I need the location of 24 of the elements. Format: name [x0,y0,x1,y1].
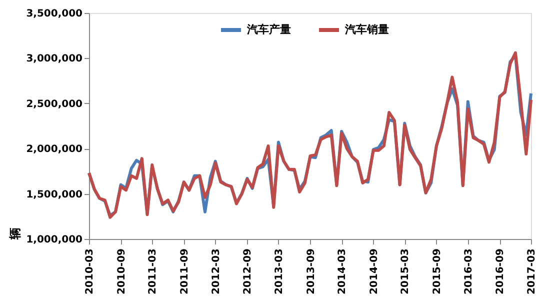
x-tick-label: 2017-03 [526,248,538,294]
x-tick-label: 2014-03 [337,248,348,294]
y-tick-label: 1,500,000 [26,189,83,200]
y-axis-title: 辆 [8,228,22,240]
x-tick-label: 2012-03 [210,248,222,294]
y-tick-label: 1,000,000 [26,234,83,246]
x-tick-label: 2010-03 [84,248,96,294]
legend-label: 汽车产量 [246,23,291,36]
x-tick-label: 2013-03 [274,248,285,294]
y-tick-label: 2,500,000 [26,98,83,110]
x-tick-label: 2016-09 [495,248,506,294]
y-tick-label: 2,000,000 [26,144,83,156]
x-tick-label: 2014-09 [368,248,380,294]
x-tick-label: 2011-09 [179,248,190,294]
x-tick-label: 2016-03 [463,248,474,294]
x-tick-label: 2012-09 [242,248,254,294]
x-tick-label: 2015-03 [400,248,412,294]
x-tick-label: 2010-09 [116,248,128,294]
x-tick-label: 2011-03 [148,248,159,294]
legend-label: 汽车销量 [344,23,389,36]
y-tick-label: 3,000,000 [26,54,83,65]
x-tick-label: 2015-09 [432,248,443,294]
x-tick-label: 2013-09 [306,248,317,294]
y-tick-label: 3,500,000 [26,8,83,20]
